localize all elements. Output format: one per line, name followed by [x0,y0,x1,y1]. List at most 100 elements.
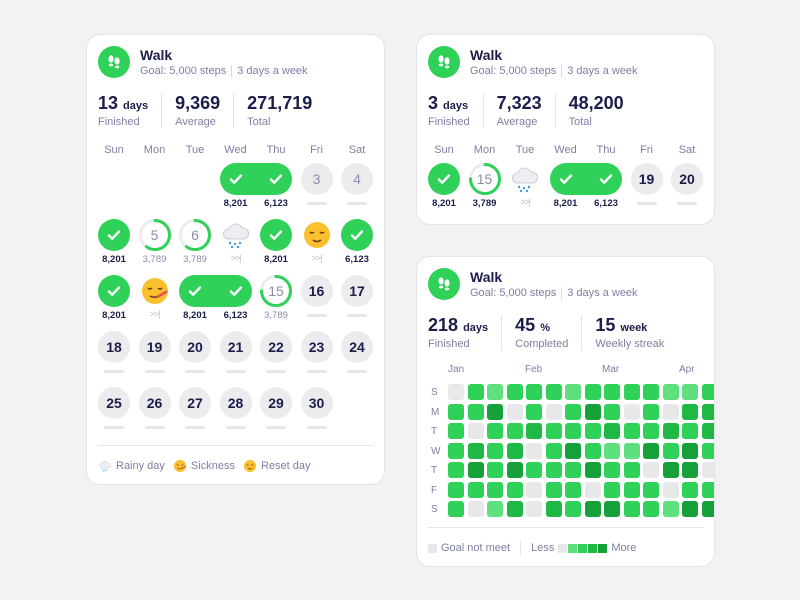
day-cell[interactable]: 29 [260,387,292,419]
day-cell[interactable]: 4 [341,163,373,195]
heatmap-cell[interactable] [701,384,714,400]
heatmap-cell[interactable] [565,462,581,478]
day-number-circle[interactable]: 26 [138,387,171,419]
day-cell[interactable] [260,163,292,195]
heatmap-cell[interactable] [526,442,542,459]
heatmap-cell[interactable] [662,403,679,420]
heatmap-cell[interactable] [623,481,640,498]
day-completed[interactable] [260,219,292,251]
day-number-circle[interactable]: 3 [300,163,333,195]
day-completed[interactable] [179,275,211,307]
heatmap-cell[interactable] [682,481,698,498]
heatmap-cell[interactable] [565,442,581,459]
heatmap-cell[interactable] [565,403,581,420]
heatmap-cell[interactable] [643,423,659,439]
day-number-circle[interactable]: 30 [300,387,333,419]
day-in-progress[interactable]: 15 [468,163,501,195]
day-cell[interactable]: 17 [341,275,373,307]
heatmap-cell[interactable] [662,423,679,439]
heatmap-cell[interactable] [506,481,523,498]
day-number-circle[interactable]: 16 [300,275,333,307]
heatmap-cell[interactable] [623,384,640,400]
day-cell[interactable]: 30 [300,387,333,419]
heatmap-cell[interactable] [701,423,714,439]
heatmap-cell[interactable] [701,442,714,459]
heatmap-cell[interactable] [467,403,484,420]
heatmap-cell[interactable] [584,501,601,517]
heatmap-cell[interactable] [604,403,620,420]
heatmap-cell[interactable] [701,481,714,498]
day-number-circle[interactable]: 22 [260,331,292,363]
heatmap-cell[interactable] [623,442,640,459]
day-cell[interactable]: 28 [219,387,252,419]
heatmap-cell[interactable] [545,501,562,517]
day-cell[interactable] [341,219,373,251]
day-cell[interactable]: 19 [630,163,663,195]
day-completed[interactable] [341,219,373,251]
day-number-circle[interactable]: 20 [179,331,211,363]
day-cell[interactable]: 16 [300,275,333,307]
heatmap-cell[interactable] [584,423,601,439]
day-cell[interactable] [428,163,460,195]
day-cell[interactable] [98,275,130,307]
heatmap-cell[interactable] [545,462,562,478]
heatmap-cell[interactable] [545,481,562,498]
day-completed[interactable] [220,163,252,195]
heatmap-cell[interactable] [662,384,679,400]
heatmap-cell[interactable] [643,403,659,420]
day-cell[interactable]: 5 [138,219,171,251]
heatmap-cell[interactable] [467,442,484,459]
heatmap-cell[interactable] [467,384,484,400]
heatmap-cell[interactable] [584,403,601,420]
day-number-circle[interactable]: 19 [630,163,663,195]
day-number-circle[interactable]: 17 [341,275,373,307]
day-number-circle[interactable]: 28 [219,387,252,419]
day-number-circle[interactable]: 18 [98,331,130,363]
heatmap-cell[interactable] [526,481,542,498]
day-number-circle[interactable]: 20 [671,163,703,195]
day-cell[interactable]: 6 [179,219,211,251]
day-cell[interactable] [260,219,292,251]
heatmap-cell[interactable] [467,501,484,517]
heatmap-cell[interactable] [467,481,484,498]
heatmap-cell[interactable] [604,384,620,400]
heatmap-cell[interactable] [584,442,601,459]
heatmap-cell[interactable] [526,462,542,478]
day-cell[interactable]: 3 [300,163,333,195]
day-cell[interactable]: 27 [179,387,211,419]
heatmap-cell[interactable] [487,423,503,439]
day-completed[interactable] [550,163,582,195]
heatmap-cell[interactable] [643,481,659,498]
heatmap-cell[interactable] [487,481,503,498]
heatmap-cell[interactable] [604,501,620,517]
heatmap-cell[interactable] [448,403,464,420]
day-cell[interactable]: 22 [260,331,292,363]
day-cell[interactable] [220,163,252,195]
heatmap-cell[interactable] [487,501,503,517]
heatmap-cell[interactable] [604,462,620,478]
heatmap-cell[interactable] [701,403,714,420]
heatmap-cell[interactable] [448,423,464,439]
heatmap-cell[interactable] [506,403,523,420]
day-cell[interactable] [179,275,211,307]
day-cell[interactable]: 19 [138,331,171,363]
heatmap-cell[interactable] [565,384,581,400]
heatmap-cell[interactable] [682,403,698,420]
heatmap-cell[interactable] [506,384,523,400]
heatmap-cell[interactable] [506,423,523,439]
day-cell[interactable]: 18 [98,331,130,363]
heatmap-cell[interactable] [448,481,464,498]
day-cell[interactable] [509,163,541,195]
day-completed[interactable] [260,163,292,195]
heatmap-cell[interactable] [467,423,484,439]
day-number-circle[interactable]: 23 [300,331,333,363]
heatmap-cell[interactable] [701,462,714,478]
heatmap-cell[interactable] [662,442,679,459]
heatmap-cell[interactable] [643,442,659,459]
heatmap-cell[interactable] [545,403,562,420]
heatmap-cell[interactable] [643,462,659,478]
heatmap-cell[interactable] [662,501,679,517]
heatmap-cell[interactable] [526,384,542,400]
heatmap-cell[interactable] [682,442,698,459]
day-cell[interactable]: 23 [300,331,333,363]
